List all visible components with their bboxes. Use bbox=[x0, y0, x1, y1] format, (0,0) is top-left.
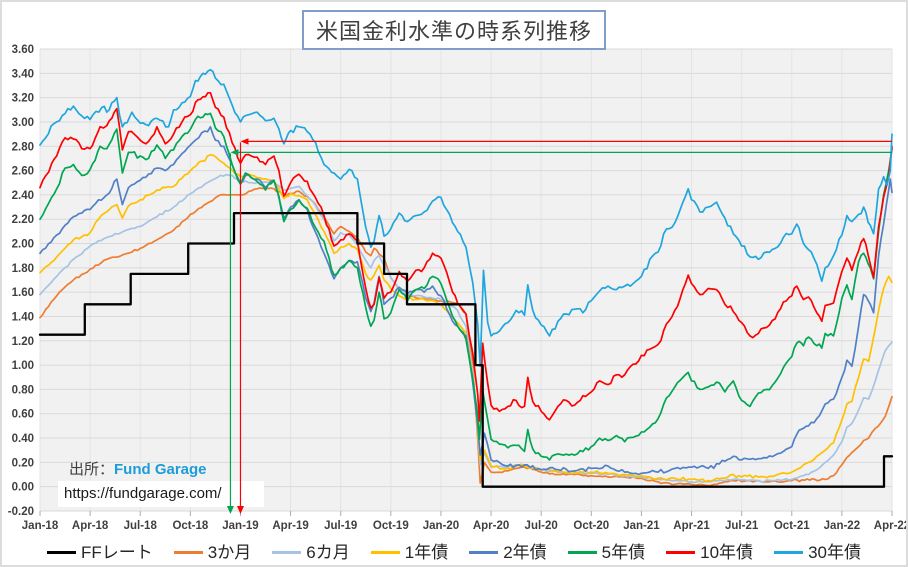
legend-item-5y: 5年債 bbox=[567, 542, 646, 562]
x-tick-label: Apr-18 bbox=[72, 520, 109, 532]
series-line-ff-rate bbox=[38, 211, 894, 488]
legend-item-30y: 30年債 bbox=[774, 544, 861, 561]
y-axis: 3.60 3.40 3.20 3.00 2.80 2.60 2.40 2.20 2.00 1.80… bbox=[8, 44, 34, 518]
y-tick-label: 0.60 bbox=[12, 409, 34, 421]
y-tick-label: 1.60 bbox=[12, 287, 34, 299]
x-tick-label: Oct-20 bbox=[573, 520, 609, 532]
series-lines bbox=[38, 68, 894, 488]
x-tick-label: Apr-21 bbox=[673, 520, 710, 532]
x-tick-label: Jan-18 bbox=[22, 520, 59, 532]
legend-label: 6カ月 bbox=[306, 542, 350, 562]
y-tick-label: 0.80 bbox=[12, 384, 34, 396]
legend-marker-30y-icon bbox=[774, 550, 804, 554]
source-prefix: 出所： bbox=[69, 461, 115, 478]
x-tick-label: Oct-18 bbox=[172, 520, 208, 532]
y-tick-label: 2.60 bbox=[12, 166, 34, 178]
legend-label: 10年債 bbox=[700, 542, 754, 562]
source-label: 出所：Fund Garage bbox=[69, 458, 207, 479]
legend-item-2y: 2年債 bbox=[469, 542, 547, 562]
series-line-5y bbox=[39, 112, 893, 461]
legend-marker-3m-icon bbox=[173, 550, 203, 554]
down-arrowhead-icon bbox=[236, 506, 244, 514]
legend-marker-1y-icon bbox=[370, 550, 400, 554]
x-axis: Jan-18 Apr-18 Jul-18 Oct-18 Jan-19 Apr-19 Jul-… bbox=[22, 511, 908, 532]
x-tick-label: Oct-19 bbox=[373, 520, 409, 532]
y-tick-label: 3.60 bbox=[12, 44, 34, 56]
y-tick-label: 2.40 bbox=[12, 190, 34, 202]
x-tick-label: Jul-20 bbox=[525, 520, 558, 532]
x-tick-label: Jul-21 bbox=[725, 520, 759, 532]
legend-label: 1年債 bbox=[404, 542, 449, 562]
chart-title: 米国金利水準の時系列推移 bbox=[301, 10, 607, 50]
legend-item-6m: 6カ月 bbox=[272, 542, 350, 562]
legend-label: 2年債 bbox=[503, 542, 547, 562]
x-tick-label: Jan-20 bbox=[423, 520, 459, 532]
x-tick-label: Jan-22 bbox=[824, 520, 860, 532]
y-tick-label: 2.80 bbox=[12, 141, 34, 153]
series-line-6m bbox=[39, 173, 893, 484]
y-tick-label: 3.00 bbox=[12, 117, 34, 129]
legend-label: 30年債 bbox=[808, 542, 861, 562]
source-brand: Fund Garage bbox=[114, 461, 207, 478]
chart-legend: FFレート 3か月 6カ月 1年債 2年債 5年債 10年債 30年債 bbox=[2, 539, 906, 565]
legend-item-10y: 10年債 bbox=[666, 544, 753, 561]
x-tick-label: Apr-19 bbox=[272, 520, 308, 532]
left-arrowhead-icon bbox=[240, 138, 249, 145]
y-tick-label: 3.40 bbox=[12, 68, 34, 80]
y-tick-label: 1.80 bbox=[12, 263, 34, 275]
y-tick-label: 2.20 bbox=[12, 214, 34, 226]
series-line-10y bbox=[39, 91, 893, 422]
legend-marker-5y-icon bbox=[567, 550, 597, 554]
x-tick-label: Jan-19 bbox=[222, 520, 258, 532]
legend-marker-2y-icon bbox=[469, 550, 499, 554]
left-arrowhead-icon bbox=[230, 149, 239, 156]
y-tick-label: 3.20 bbox=[12, 93, 34, 105]
plot-background bbox=[40, 49, 892, 511]
legend-label: FFレート bbox=[81, 542, 153, 562]
legend-item-1y: 1年債 bbox=[370, 542, 449, 562]
y-tick-label: 1.20 bbox=[12, 336, 34, 348]
y-tick-label: 0.20 bbox=[12, 457, 34, 469]
legend-item-ff-rate: FFレート bbox=[47, 544, 153, 561]
series-line-30y bbox=[39, 68, 893, 368]
y-tick-label: 2.00 bbox=[12, 239, 34, 251]
y-tick-label: -0.20 bbox=[8, 506, 34, 518]
x-tick-label: Jul-18 bbox=[124, 520, 158, 532]
legend-label: 3か月 bbox=[207, 542, 252, 562]
y-tick-label: 0.00 bbox=[12, 482, 34, 494]
x-tick-label: Jan-21 bbox=[623, 520, 660, 532]
x-tick-label: Jul-19 bbox=[324, 520, 357, 532]
source-url-link[interactable]: https://fundgarage.com/ bbox=[62, 484, 228, 504]
y-tick-label: 1.00 bbox=[12, 360, 34, 372]
y-tick-label: 0.40 bbox=[12, 433, 34, 445]
annotation-arrows bbox=[226, 138, 892, 514]
y-tick-label: 1.40 bbox=[12, 311, 34, 323]
down-arrowhead-icon bbox=[226, 506, 234, 514]
x-tick-label: Apr-22 bbox=[874, 520, 908, 532]
legend-marker-ff-rate-icon bbox=[47, 550, 77, 554]
x-tick-label: Apr-20 bbox=[473, 520, 509, 532]
legend-marker-6m-icon bbox=[272, 550, 302, 554]
series-line-1y bbox=[39, 153, 893, 483]
legend-marker-10y-icon bbox=[666, 550, 696, 554]
x-tick-label: Oct-21 bbox=[774, 520, 810, 532]
legend-label: 5年債 bbox=[601, 542, 646, 562]
legend-item-3m: 3か月 bbox=[173, 542, 252, 562]
